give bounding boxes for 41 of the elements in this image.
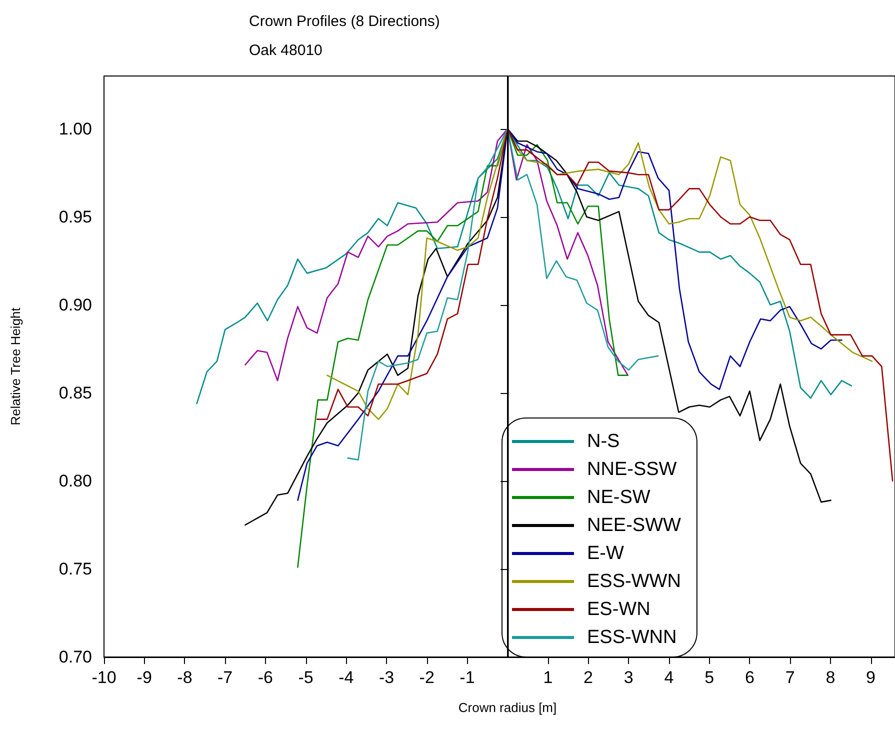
x-tick-label: 8 [826,668,836,687]
x-tick-label: -8 [177,668,192,687]
y-tick-label: 0.95 [58,207,92,226]
x-tick-label: -9 [136,668,152,687]
chart-title: Crown Profiles (8 Directions) [249,13,440,30]
y-tick-label: 0.85 [58,383,92,402]
x-tick-label: 5 [704,668,714,687]
line-series [316,128,894,482]
y-tick-label: 0.75 [58,559,92,578]
legend-label: NEE-SWW [587,515,681,536]
x-tick-label: -6 [258,668,273,687]
x-tick-label: 4 [664,668,674,687]
x-tick-label: -10 [92,668,116,687]
x-tick-label: -7 [218,668,233,687]
x-tick-label: -4 [338,668,354,687]
y-tick-label: 0.90 [58,295,92,314]
x-tick-label: -3 [378,668,394,687]
x-tick-label: 9 [866,668,876,687]
y-tick-label: 0.80 [58,471,92,490]
x-tick-label: 3 [624,668,634,687]
legend-label: ES-WN [587,599,650,620]
chart-subtitle: Oak 48010 [249,42,322,59]
legend-label: N-S [587,431,620,452]
line-series [347,128,659,460]
x-tick-label: 2 [584,668,594,687]
x-tick-label: -5 [298,668,314,687]
legend-label: E-W [587,543,624,564]
x-tick-label: 6 [744,668,754,687]
legend-label: ESS-WNN [587,627,677,648]
legend-label: ESS-WWN [587,571,681,592]
line-series [244,128,628,382]
y-tick-label: 1.00 [58,119,92,138]
x-tick-label: -2 [419,668,434,687]
x-tick-label: -1 [460,668,475,687]
y-tick-label: 0.70 [58,648,92,666]
legend-label: NNE-SSW [587,459,677,480]
legend-label: NE-SW [587,487,650,508]
x-tick-label: 7 [785,668,795,687]
y-axis-title: Relative Tree Height [8,307,23,426]
x-axis-title: Crown radius [m] [458,700,557,715]
x-tick-label: 1 [543,668,553,687]
